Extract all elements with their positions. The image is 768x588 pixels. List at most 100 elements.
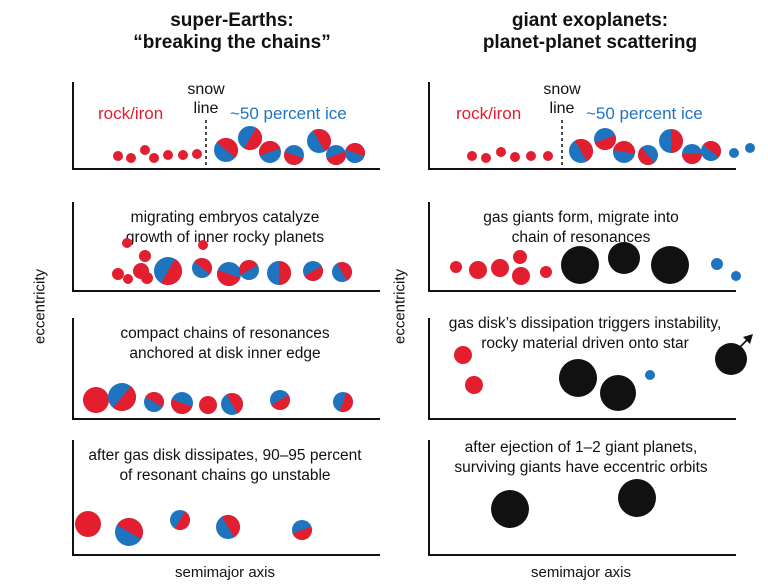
rocky-planet [113, 151, 123, 161]
rocky-planet [512, 267, 530, 285]
rocky-planet [467, 151, 477, 161]
right-panel-3-caption: gas disk’s dissipation triggers instabil… [420, 314, 750, 354]
right-panel-4-axes [428, 440, 736, 556]
rocky-planet [141, 272, 153, 284]
left-x-axis-label: semimajor axis [174, 564, 276, 581]
rocky-planet [199, 396, 217, 414]
right-panel-4-caption-line1: after ejection of 1–2 giant planets, [464, 439, 698, 456]
mixed-planet [214, 138, 238, 162]
giant-planet [715, 343, 747, 375]
rocky-planet [192, 149, 202, 159]
mixed-planet [144, 392, 164, 412]
mixed-planet [221, 393, 244, 415]
giant-planet [651, 246, 689, 284]
left-panel-3-caption-line1: compact chains of resonances [120, 325, 330, 342]
rocky-planet [469, 261, 487, 279]
mixed-planet [332, 262, 352, 282]
mixed-planet [333, 392, 353, 412]
mixed-planet [701, 141, 721, 161]
right-title-line2: planet-planet scattering [482, 32, 698, 53]
right-panel-3-caption-line2: rocky material driven onto star [481, 335, 689, 352]
left-title-line1: super-Earths: [170, 10, 294, 31]
ejection-arrow [739, 334, 753, 348]
giant-planet [608, 242, 640, 274]
mixed-planet [326, 145, 346, 165]
rocky-planet [122, 238, 132, 248]
mixed-planet [292, 520, 312, 540]
rocky-planet [139, 250, 151, 262]
right-panel-2-caption-line2: chain of resonances [511, 229, 651, 246]
rocky-planet [163, 150, 173, 160]
rocky-planet [513, 250, 527, 264]
right-ice-label: ~50 percent ice [586, 104, 703, 123]
mixed-planet [307, 129, 332, 153]
mixed-planet [638, 145, 658, 165]
rocky-planet [540, 266, 552, 278]
left-snow-line-label: snow line [184, 80, 228, 118]
icy-planet [731, 271, 741, 281]
mixed-planet [613, 141, 635, 163]
left-panel-4-caption-line1: after gas disk dissipates, 90–95 percent [88, 447, 362, 464]
left-panel-2-caption-line1: migrating embryos catalyze [130, 209, 320, 226]
giant-planet [561, 246, 599, 284]
mixed-planet [108, 383, 136, 411]
rocky-planet [126, 153, 136, 163]
mixed-planet [238, 126, 262, 151]
mixed-planet [217, 262, 241, 286]
right-title-line1: giant exoplanets: [511, 10, 669, 31]
mixed-planet [345, 143, 365, 163]
left-title-line2: “breaking the chains” [133, 32, 331, 53]
rocky-planet [481, 153, 491, 163]
left-rock-label: rock/iron [98, 104, 164, 123]
rocky-planet [465, 376, 483, 394]
right-rock-label: rock/iron [456, 104, 522, 123]
rocky-planet [454, 346, 472, 364]
giant-planet [491, 490, 529, 528]
icy-planet [729, 148, 739, 158]
mixed-planet [682, 144, 702, 164]
icy-planet [745, 143, 755, 153]
rocky-planet [510, 152, 520, 162]
rocky-planet [178, 150, 188, 160]
giant-planet [600, 375, 636, 411]
mixed-planet [259, 141, 281, 163]
mixed-planet [192, 258, 212, 278]
rocky-planet [75, 511, 101, 537]
rocky-planet [450, 261, 462, 273]
left-panel-2-caption-line2: growth of inner rocky planets [125, 229, 325, 246]
left-panel-3-caption: compact chains of resonances anchored at… [72, 324, 378, 364]
right-panel-3-axes [428, 318, 736, 420]
mixed-planet [594, 128, 616, 150]
rocky-planet [198, 240, 208, 250]
left-column-title: super-Earths: “breaking the chains” [82, 10, 382, 54]
rocky-planet [123, 274, 133, 284]
rocky-planet [83, 387, 109, 413]
left-snow-line-text2: line [193, 100, 219, 117]
right-panel-2-caption: gas giants form, migrate into chain of r… [428, 208, 734, 248]
mixed-planet [267, 261, 291, 285]
left-panel-4-axes [72, 440, 380, 556]
rocky-planet [149, 153, 159, 163]
left-panel-2-axes [72, 202, 380, 292]
icy-planet [645, 370, 655, 380]
left-panel-2-caption: migrating embryos catalyze growth of inn… [72, 208, 378, 248]
rocky-planet [496, 147, 506, 157]
mixed-planet [171, 392, 193, 414]
mixed-planet [170, 510, 191, 530]
giant-planet [618, 479, 656, 517]
mixed-planet [659, 129, 683, 153]
left-panel-3-caption-line2: anchored at disk inner edge [129, 345, 321, 362]
right-snow-line-label: snow line [540, 80, 584, 118]
right-panel-4-caption: after ejection of 1–2 giant planets, sur… [428, 438, 734, 478]
icy-planet [711, 258, 723, 270]
mixed-planet [239, 260, 259, 280]
right-column-title: giant exoplanets: planet-planet scatteri… [440, 10, 740, 54]
giant-planet [559, 359, 597, 397]
rocky-planet [112, 268, 124, 280]
mixed-planet [284, 145, 304, 165]
right-panel-2-caption-line1: gas giants form, migrate into [483, 209, 679, 226]
mixed-planet [569, 139, 593, 163]
left-panel-3-axes [72, 318, 380, 420]
right-snow-line-text1: snow [543, 81, 581, 98]
left-panel-1-axes [72, 82, 380, 170]
